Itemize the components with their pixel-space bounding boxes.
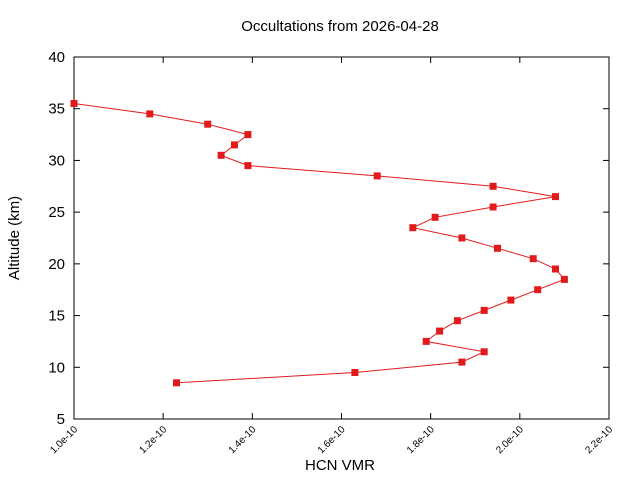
series-group: [70, 100, 568, 387]
series-line: [73, 103, 566, 384]
data-point-marker: [458, 358, 466, 366]
data-point-marker: [244, 131, 252, 139]
data-point-marker: [431, 213, 439, 221]
data-point-marker: [70, 100, 78, 107]
data-point-marker: [489, 203, 497, 211]
data-point-marker: [480, 306, 488, 314]
y-tick-label: 40: [48, 49, 65, 66]
data-point-marker: [146, 110, 154, 118]
data-point-marker: [480, 348, 488, 356]
chart-title: Occultations from 2026-04-28: [241, 18, 439, 35]
data-point-marker: [494, 244, 501, 252]
plot-frame: [73, 56, 610, 420]
x-tick-label: 1.2e-10: [138, 424, 170, 456]
y-tick-label: 25: [48, 204, 65, 221]
data-point-marker: [351, 369, 359, 376]
data-point-marker: [552, 265, 559, 273]
x-tick-label: 2.0e-10: [494, 424, 526, 456]
x-tick-label: 1.6e-10: [316, 424, 348, 456]
x-axis-label: HCN VMR: [305, 457, 375, 474]
y-tick-label: 30: [48, 152, 65, 169]
y-axis: 5 10 15 20 25 30 35 40: [48, 49, 609, 428]
y-tick-label: 20: [48, 256, 65, 273]
y-tick-label: 15: [48, 308, 65, 325]
data-point-marker: [507, 296, 515, 304]
data-point-marker: [231, 141, 238, 149]
x-tick-label: 1.4e-10: [227, 424, 259, 456]
y-tick-label: 35: [48, 101, 65, 118]
x-tick-label: 2.2e-10: [583, 424, 615, 456]
data-point-marker: [436, 327, 444, 335]
y-tick-label: 10: [48, 359, 65, 376]
y-axis-label: Altitude (km): [6, 196, 23, 280]
data-point-marker: [244, 162, 252, 170]
data-point-marker: [458, 234, 466, 242]
data-point-marker: [217, 151, 225, 159]
x-tick-label: 1.0e-10: [48, 424, 80, 456]
data-point-marker: [552, 193, 559, 201]
data-point-marker: [373, 172, 381, 180]
data-point-marker: [173, 379, 180, 387]
data-point-marker: [489, 182, 497, 190]
data-point-marker: [560, 275, 568, 283]
data-point-marker: [534, 286, 542, 294]
y-tick-label: 5: [57, 411, 65, 428]
x-tick-label: 1.8e-10: [405, 424, 437, 456]
data-point-marker: [453, 317, 461, 325]
data-point-marker: [529, 255, 537, 263]
data-point-marker: [409, 224, 417, 232]
data-point-marker: [422, 337, 430, 345]
data-point-marker: [204, 120, 212, 128]
